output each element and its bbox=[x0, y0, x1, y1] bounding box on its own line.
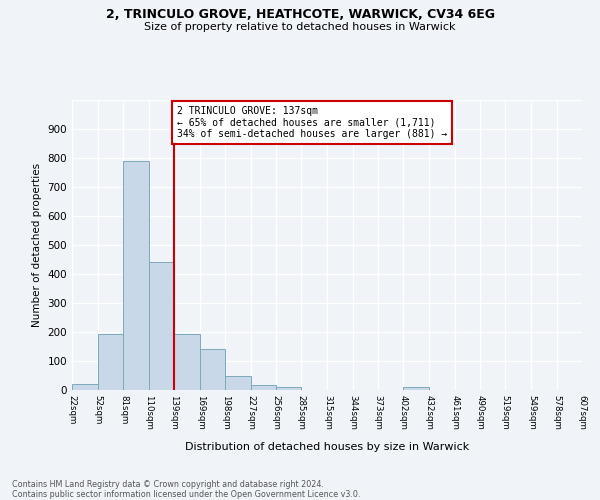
Text: 2 TRINCULO GROVE: 137sqm
← 65% of detached houses are smaller (1,711)
34% of sem: 2 TRINCULO GROVE: 137sqm ← 65% of detach… bbox=[176, 106, 447, 139]
Bar bbox=[276, 386, 301, 390]
Text: 2, TRINCULO GROVE, HEATHCOTE, WARWICK, CV34 6EG: 2, TRINCULO GROVE, HEATHCOTE, WARWICK, C… bbox=[106, 8, 494, 20]
Bar bbox=[174, 334, 200, 390]
Text: Distribution of detached houses by size in Warwick: Distribution of detached houses by size … bbox=[185, 442, 469, 452]
Text: Size of property relative to detached houses in Warwick: Size of property relative to detached ho… bbox=[144, 22, 456, 32]
Bar bbox=[72, 384, 98, 390]
Bar bbox=[124, 161, 149, 390]
Bar bbox=[200, 350, 226, 390]
Bar bbox=[98, 334, 124, 390]
Y-axis label: Number of detached properties: Number of detached properties bbox=[32, 163, 42, 327]
Bar bbox=[251, 385, 276, 390]
Text: Contains HM Land Registry data © Crown copyright and database right 2024.
Contai: Contains HM Land Registry data © Crown c… bbox=[12, 480, 361, 499]
Bar bbox=[403, 387, 430, 390]
Bar bbox=[149, 262, 174, 390]
Bar bbox=[226, 376, 251, 390]
